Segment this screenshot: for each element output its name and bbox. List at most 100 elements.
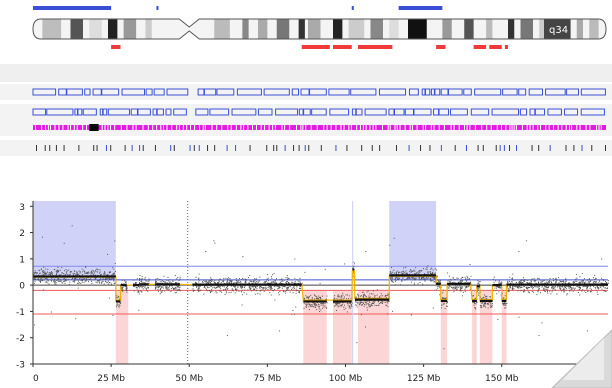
data-point — [418, 270, 420, 272]
data-point — [573, 287, 575, 289]
data-point — [157, 290, 159, 292]
data-point — [507, 290, 509, 292]
data-point — [64, 274, 66, 276]
data-point — [205, 251, 207, 253]
data-point — [67, 274, 69, 276]
data-point — [316, 296, 318, 298]
data-point — [158, 282, 160, 284]
data-point — [595, 281, 597, 283]
data-point — [434, 281, 436, 283]
track-feature-gap — [274, 125, 276, 130]
data-point — [460, 289, 462, 291]
data-point — [409, 277, 411, 279]
data-point — [227, 279, 229, 281]
data-point — [286, 275, 288, 277]
data-point — [138, 293, 140, 295]
data-point — [359, 303, 361, 305]
data-point — [518, 286, 520, 288]
data-point — [192, 279, 194, 281]
data-point — [116, 295, 118, 297]
data-point — [270, 282, 272, 284]
data-point — [405, 270, 407, 272]
data-point — [371, 305, 373, 307]
data-point — [91, 280, 93, 282]
track-feature-tick — [302, 109, 305, 115]
data-point — [594, 278, 596, 280]
data-point — [425, 268, 427, 270]
data-point — [531, 278, 533, 280]
track-feature-tick — [531, 145, 533, 151]
data-point — [517, 286, 519, 288]
cytoband-q34 — [544, 19, 570, 39]
data-point — [252, 286, 254, 288]
track-feature-gap — [73, 125, 75, 130]
data-point — [65, 271, 67, 273]
data-point — [248, 277, 250, 279]
data-point — [230, 291, 232, 293]
chromosome-ideogram[interactable]: q34 — [32, 18, 607, 40]
data-point — [279, 279, 281, 281]
data-point — [514, 285, 516, 287]
track-feature-gap — [114, 125, 116, 130]
track-feature-gap — [411, 125, 413, 130]
track-feature-tick — [207, 145, 209, 151]
data-point — [425, 278, 427, 280]
data-point — [306, 296, 308, 298]
data-point — [197, 288, 199, 290]
data-point — [507, 290, 509, 292]
data-point — [380, 302, 382, 304]
data-point — [249, 287, 251, 289]
data-point — [95, 271, 97, 273]
data-point — [256, 289, 258, 291]
data-point — [326, 302, 328, 304]
data-point — [585, 285, 587, 287]
data-point — [175, 281, 177, 283]
data-point — [542, 285, 544, 287]
data-point — [275, 285, 277, 287]
data-point — [528, 291, 530, 293]
data-point — [411, 276, 413, 278]
data-point — [401, 273, 403, 275]
data-point — [155, 287, 157, 289]
data-point — [196, 282, 198, 284]
data-point — [501, 281, 503, 283]
data-point — [155, 278, 157, 280]
track-feature-gap — [369, 125, 371, 130]
data-point — [519, 282, 521, 284]
data-point — [265, 285, 267, 287]
data-point — [223, 277, 225, 279]
data-point — [85, 278, 87, 280]
data-point — [246, 279, 248, 281]
data-point — [560, 280, 562, 282]
data-point — [94, 279, 96, 281]
data-point — [125, 289, 127, 291]
track-feature-tick — [193, 145, 195, 151]
track-feature-gap — [537, 125, 539, 130]
data-point — [441, 305, 443, 307]
data-point — [453, 288, 455, 290]
track-feature-tick — [516, 145, 518, 151]
track-feature-gap — [474, 125, 476, 130]
data-point — [419, 282, 421, 284]
data-point — [77, 280, 79, 282]
data-point — [559, 288, 561, 290]
data-point — [491, 305, 493, 307]
data-point — [310, 306, 312, 308]
cytoband — [520, 19, 533, 39]
data-point — [174, 288, 176, 290]
data-point — [605, 279, 607, 281]
data-point — [106, 274, 108, 276]
data-point — [452, 276, 454, 278]
data-point — [47, 268, 49, 270]
data-point — [429, 271, 431, 273]
data-point — [136, 288, 138, 290]
data-point — [298, 291, 300, 293]
data-point — [369, 301, 371, 303]
data-point — [315, 307, 317, 309]
data-point — [341, 304, 343, 306]
data-point — [244, 278, 246, 280]
x-tick-label: 75 Mb — [253, 374, 281, 384]
data-point — [476, 291, 478, 293]
data-point — [450, 281, 452, 283]
